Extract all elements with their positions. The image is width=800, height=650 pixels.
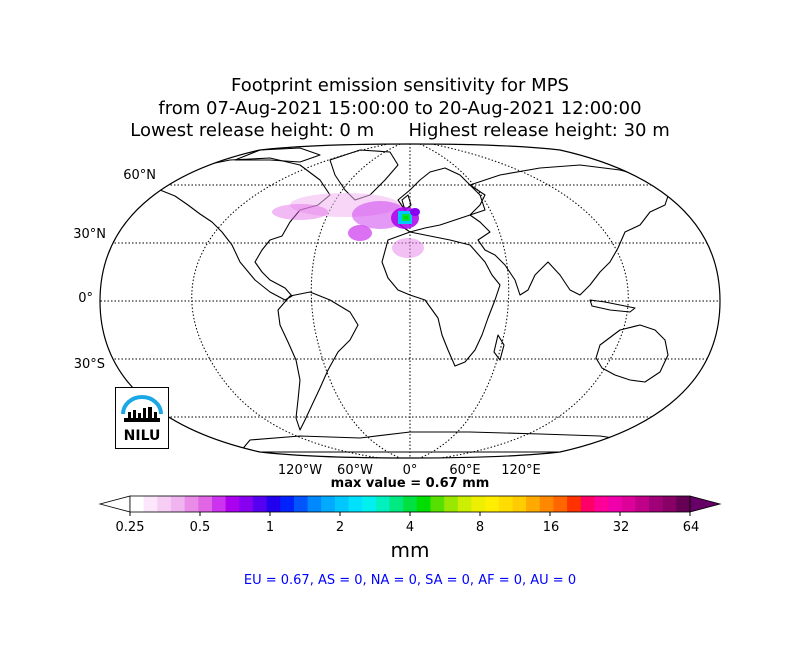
colorbar-swatch — [635, 496, 650, 512]
colorbar-swatch — [471, 496, 486, 512]
colorbar-swatch — [430, 496, 445, 512]
chart-title-line-1: Footprint emission sensitivity for MPS — [231, 75, 569, 96]
colorbar-swatch — [307, 496, 322, 512]
chart-title-line-3: Lowest release height: 0 m Highest relea… — [130, 120, 670, 141]
lat-label-0: 0° — [78, 291, 93, 306]
colorbar-swatch — [539, 496, 554, 512]
colorbar-over-triangle — [689, 495, 722, 513]
chart-title-line-2: from 07-Aug-2021 15:00:00 to 20-Aug-2021… — [158, 98, 642, 119]
colorbar-swatch — [621, 496, 636, 512]
north-america-outline — [149, 157, 331, 301]
colorbar-swatch — [567, 496, 582, 512]
colorbar-swatch — [266, 496, 281, 512]
colorbar-swatch — [498, 496, 513, 512]
colorbar-swatch — [334, 496, 350, 512]
lon-label-60w: 60°W — [337, 463, 373, 478]
colorbar-swatch — [198, 496, 213, 512]
region-summary: EU = 0.67, AS = 0, NA = 0, SA = 0, AF = … — [243, 573, 577, 588]
colorbar-tick-label: 4 — [405, 520, 415, 535]
colorbar-swatch — [676, 496, 691, 512]
colorbar-swatch — [512, 496, 527, 512]
south-america-outline — [277, 291, 359, 431]
colorbar-swatch — [362, 496, 377, 512]
antarctica-outline — [239, 431, 661, 453]
colorbar-swatch — [662, 496, 677, 512]
continents — [149, 147, 671, 453]
colorbar-tick-label: 64 — [682, 520, 700, 535]
lon-label-0: 0° — [402, 463, 418, 478]
colorbar-tick-label: 1 — [265, 520, 275, 535]
lat-label-30n: 30°N — [73, 227, 106, 242]
colorbar-swatch — [608, 496, 623, 512]
colorbar-swatch — [293, 496, 309, 512]
colorbar-tick-label: 32 — [612, 520, 630, 535]
nilu-logo-text: NILU — [123, 428, 161, 444]
colorbar-swatch — [239, 496, 254, 512]
globe-outline — [99, 143, 721, 459]
colorbar-swatch — [526, 496, 541, 512]
colorbar-swatch — [211, 496, 227, 512]
lon-label-120e: 120°E — [501, 463, 541, 478]
colorbar-swatch — [170, 496, 186, 512]
footprint-overlay — [272, 193, 424, 258]
colorbar-unit-label: mm — [390, 538, 430, 562]
longitude-gridlines — [191, 144, 629, 458]
africa-outline — [381, 231, 501, 367]
colorbar-swatch — [280, 496, 295, 512]
colorbar-swatch — [225, 496, 240, 512]
colorbar-under-triangle — [98, 495, 131, 513]
colorbar-swatch — [457, 496, 472, 512]
colorbar-swatch — [403, 496, 418, 512]
colorbar-tick-label: 16 — [542, 520, 560, 535]
colorbar-swatch — [184, 496, 199, 512]
colorbar-swatch — [416, 496, 431, 512]
colorbar — [98, 495, 722, 516]
colorbar-tick-label: 2 — [335, 520, 345, 535]
colorbar-tick-label: 8 — [475, 520, 485, 535]
colorbar-swatch — [649, 496, 664, 512]
australia-outline — [595, 324, 669, 383]
colorbar-swatch — [252, 496, 268, 512]
lat-label-30s: 30°S — [73, 357, 105, 372]
greenland-outline — [329, 149, 399, 201]
colorbar-swatch — [143, 496, 158, 512]
colorbar-swatch — [321, 496, 336, 512]
colorbar-tick-label: 0.25 — [115, 520, 145, 535]
colorbar-swatch — [444, 496, 459, 512]
colorbar-swatch — [485, 496, 500, 512]
colorbar-swatch — [130, 496, 145, 512]
colorbar-swatch — [375, 496, 391, 512]
lat-label-60n: 60°N — [123, 168, 156, 183]
colorbar-swatch — [594, 496, 609, 512]
colorbar-swatch — [348, 496, 363, 512]
colorbar-swatch — [389, 496, 404, 512]
colorbar-swatch — [580, 496, 595, 512]
max-value-label: max value = 0.67 mm — [330, 476, 490, 491]
lon-label-120w: 120°W — [277, 463, 323, 478]
colorbar-tick-label: 0.5 — [189, 520, 211, 535]
lon-label-60e: 60°E — [449, 463, 481, 478]
colorbar-swatch — [553, 496, 568, 512]
nilu-logo: NILU — [115, 387, 169, 449]
colorbar-swatch — [157, 496, 172, 512]
